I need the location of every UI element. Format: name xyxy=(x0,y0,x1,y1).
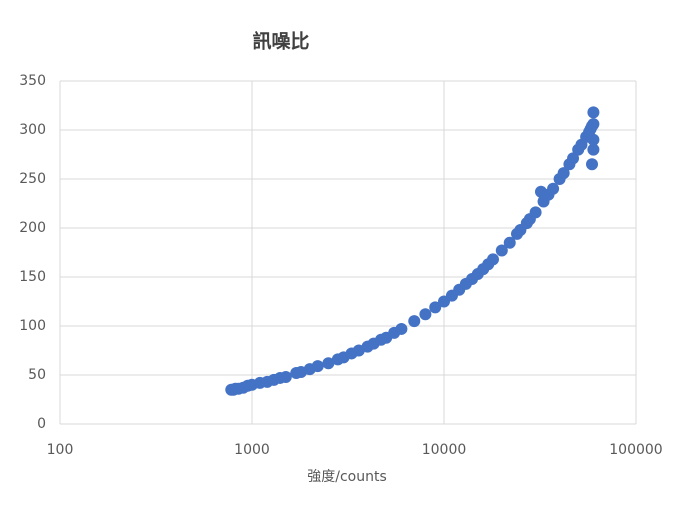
data-point xyxy=(395,322,408,335)
data-point xyxy=(429,301,442,314)
data-point xyxy=(419,308,432,321)
y-tick-label: 100 xyxy=(19,318,46,334)
data-point xyxy=(503,236,516,249)
data-point xyxy=(547,182,560,195)
data-point xyxy=(495,244,508,257)
data-point xyxy=(487,253,500,266)
x-tick-label: 1000 xyxy=(234,442,270,458)
data-point xyxy=(586,158,599,171)
x-tick-label: 100 xyxy=(47,442,74,458)
data-point xyxy=(322,357,335,370)
data-point xyxy=(311,360,324,373)
y-tick-label: 200 xyxy=(19,220,46,236)
data-point xyxy=(587,143,600,156)
data-point xyxy=(557,167,570,180)
y-tick-label: 250 xyxy=(19,171,46,187)
chart-title: 訊噪比 xyxy=(252,30,309,53)
data-point xyxy=(587,118,600,131)
data-point xyxy=(567,152,580,165)
data-point xyxy=(529,206,542,219)
data-point xyxy=(408,315,421,328)
x-tick-label: 100000 xyxy=(609,442,662,458)
data-point xyxy=(279,370,292,383)
y-tick-label: 150 xyxy=(19,269,46,285)
x-tick-label: 10000 xyxy=(422,442,467,458)
y-tick-label: 300 xyxy=(19,122,46,138)
y-tick-label: 50 xyxy=(28,367,46,383)
y-tick-label: 350 xyxy=(19,73,46,89)
data-point xyxy=(587,133,600,146)
x-axis-label: 強度/counts xyxy=(307,469,387,485)
y-tick-label: 0 xyxy=(37,416,46,432)
data-point xyxy=(587,106,600,119)
